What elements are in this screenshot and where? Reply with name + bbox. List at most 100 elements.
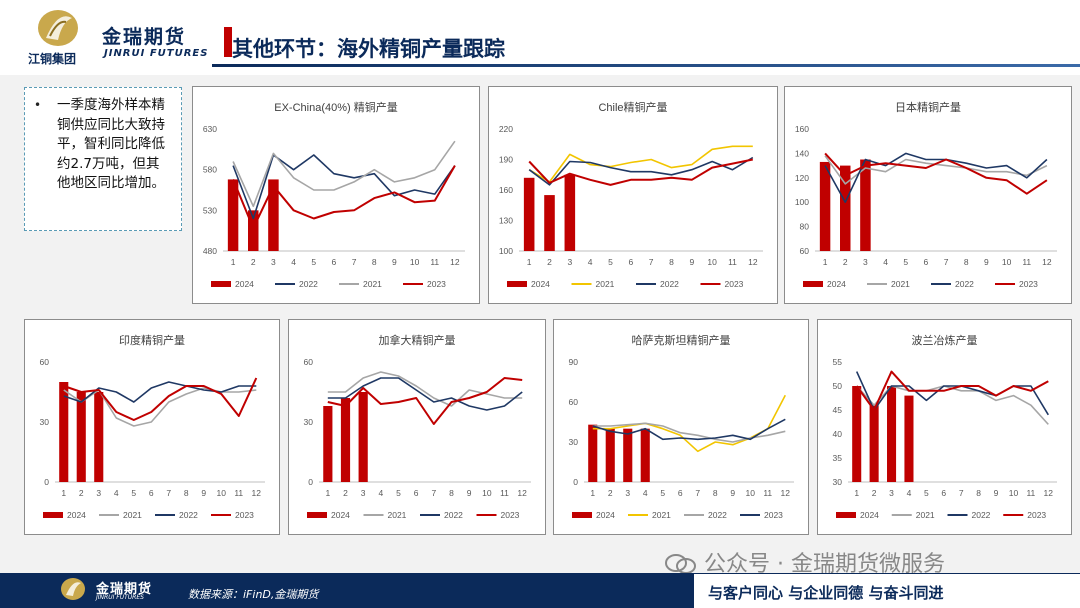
legend-label-2021: 2021 <box>363 279 382 289</box>
y-tick-label: 60 <box>569 397 579 407</box>
x-tick-label: 3 <box>271 257 276 267</box>
x-tick-label: 8 <box>713 488 718 498</box>
chart-poland: 波兰冶炼产量 30 35 40 45 50 55 1 2 3 4 5 6 7 8 9 10 11 12 2024 202… <box>817 319 1072 535</box>
bar-2024-1 <box>588 424 598 482</box>
x-tick-label: 4 <box>907 488 912 498</box>
bar-2024-2 <box>340 398 351 482</box>
legend-label-2023: 2023 <box>1019 279 1038 289</box>
bar-2024-3 <box>268 179 279 251</box>
bar-2024-1 <box>59 382 69 482</box>
legend-label-2024: 2024 <box>531 279 550 289</box>
x-tick-label: 5 <box>608 257 613 267</box>
legend-label-2022: 2022 <box>444 510 463 520</box>
y-tick-label: 60 <box>304 357 314 367</box>
y-tick-label: 0 <box>44 477 49 487</box>
x-tick-label: 12 <box>1044 488 1054 498</box>
x-tick-label: 12 <box>517 488 527 498</box>
x-tick-label: 7 <box>431 488 436 498</box>
legend-label-2021: 2021 <box>596 279 615 289</box>
y-tick-label: 0 <box>308 477 313 487</box>
bar-2024-4 <box>904 395 914 482</box>
legend-swatch-2024 <box>572 512 592 518</box>
legend-label-2023: 2023 <box>235 510 254 520</box>
jinrui-logo-icon <box>38 10 78 46</box>
legend-label-2024: 2024 <box>331 510 350 520</box>
series-line-2021 <box>856 385 1049 425</box>
series-line-2021 <box>63 387 257 427</box>
y-tick-label: 35 <box>833 453 843 463</box>
bar-2024-1 <box>819 161 831 251</box>
x-tick-label: 5 <box>396 488 401 498</box>
series-line-2021 <box>528 145 753 183</box>
wechat-icon <box>665 554 696 574</box>
x-tick-label: 8 <box>976 488 981 498</box>
y-tick-label: 30 <box>40 417 50 427</box>
legend-label-2021: 2021 <box>891 279 910 289</box>
series-line-2023 <box>824 152 1048 195</box>
x-tick-label: 2 <box>343 488 348 498</box>
logo-subtitle: 江铜集团 <box>28 52 77 66</box>
legend-swatch-2024 <box>43 512 63 518</box>
series-line-2022 <box>232 154 456 220</box>
x-tick-label: 6 <box>924 257 929 267</box>
brand-name: 金瑞期货 <box>102 26 187 48</box>
x-tick-label: 2 <box>843 257 848 267</box>
bar-2024-3 <box>564 174 576 251</box>
summary-note: • 一季度海外样本精铜供应同比大致持平，智利同比降低约2.7万吨，但其他地区同比… <box>24 87 182 231</box>
y-tick-label: 120 <box>795 173 809 183</box>
x-tick-label: 2 <box>79 488 84 498</box>
series-line-2021 <box>327 371 523 407</box>
title-underline <box>212 64 1080 67</box>
x-tick-label: 10 <box>1009 488 1019 498</box>
y-tick-label: 580 <box>203 165 217 175</box>
x-tick-label: 1 <box>61 488 66 498</box>
x-tick-label: 3 <box>889 488 894 498</box>
note-bullet: • <box>34 98 42 112</box>
x-tick-label: 1 <box>231 257 236 267</box>
chart-title: 印度精铜产量 <box>119 333 185 347</box>
x-tick-label: 7 <box>695 488 700 498</box>
x-tick-label: 10 <box>746 488 756 498</box>
series-line-2021 <box>232 140 456 208</box>
legend-label-2023: 2023 <box>501 510 520 520</box>
brand-name-en: JINRUI FUTURES <box>104 48 209 59</box>
x-tick-label: 6 <box>678 488 683 498</box>
x-tick-label: 11 <box>500 488 509 498</box>
series-line-2023 <box>855 370 1049 411</box>
x-tick-label: 8 <box>449 488 454 498</box>
x-tick-label: 5 <box>311 257 316 267</box>
legend-label-2022: 2022 <box>955 279 974 289</box>
y-tick-label: 50 <box>833 381 843 391</box>
x-tick-label: 3 <box>361 488 366 498</box>
x-tick-label: 2 <box>872 488 877 498</box>
x-tick-label: 7 <box>959 488 964 498</box>
x-tick-label: 7 <box>649 257 654 267</box>
bar-2024-2 <box>869 405 879 482</box>
y-tick-label: 530 <box>203 205 217 215</box>
y-tick-label: 190 <box>499 155 513 165</box>
bar-2024-3 <box>94 392 104 482</box>
x-tick-label: 1 <box>325 488 330 498</box>
x-tick-label: 5 <box>131 488 136 498</box>
x-tick-label: 3 <box>625 488 630 498</box>
x-tick-label: 11 <box>1026 488 1035 498</box>
legend-label-2023: 2023 <box>764 510 783 520</box>
x-tick-label: 1 <box>823 257 828 267</box>
x-tick-label: 6 <box>149 488 154 498</box>
data-source: 数据来源：iFinD,金瑞期货 <box>188 588 319 601</box>
series-line-2023 <box>63 377 258 421</box>
legend-label-2024: 2024 <box>235 279 254 289</box>
legend-label-2021: 2021 <box>388 510 407 520</box>
series-line-2023 <box>528 158 753 186</box>
x-tick-label: 2 <box>251 257 256 267</box>
x-tick-label: 8 <box>669 257 674 267</box>
x-tick-label: 12 <box>1042 257 1052 267</box>
chart-canada: 加拿大精铜产量 0 30 60 1 2 3 4 5 6 7 8 9 10 11 12 2024 2021 2022 2… <box>288 319 546 535</box>
x-tick-label: 6 <box>414 488 419 498</box>
x-tick-label: 4 <box>883 257 888 267</box>
series-line-2021 <box>592 394 787 453</box>
x-tick-label: 9 <box>984 257 989 267</box>
y-tick-label: 90 <box>569 357 579 367</box>
